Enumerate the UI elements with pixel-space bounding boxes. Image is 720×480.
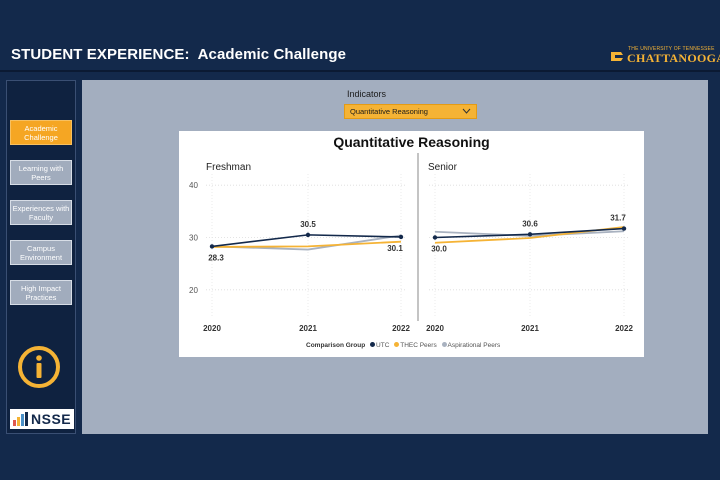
point-utc-freshman xyxy=(398,234,404,240)
chart-card: Quantitative Reasoning 20 30 40 Freshman 28.… xyxy=(179,131,644,357)
legend-aspirational-label: Aspirational Peers xyxy=(447,342,501,349)
main-panel: Indicators Quantitative Reasoning Quanti… xyxy=(82,80,708,434)
series-line-thec-peers-freshman xyxy=(211,240,402,248)
point-utc-freshman xyxy=(209,244,215,249)
header-bar: STUDENT EXPERIENCE: Academic Challenge T… xyxy=(0,36,720,72)
sidebar-item-campus-environment[interactable]: Campus Environment xyxy=(10,240,72,265)
data-label: 30.0 xyxy=(431,245,447,254)
x-tick-label: 2020 xyxy=(426,324,444,333)
nsse-logo: NSSE xyxy=(10,409,74,429)
series-line-utc-freshman xyxy=(211,234,402,248)
utc-logo: THE UNIVERSITY OF TENNESSEE CHATTANOOGA xyxy=(610,46,720,68)
header-divider xyxy=(0,70,720,72)
x-tick-label: 2022 xyxy=(392,324,410,333)
legend-utc-label: UTC xyxy=(376,342,390,349)
sidebar-item-high-impact-practices[interactable]: High Impact Practices xyxy=(10,280,72,305)
x-tick-label: 2021 xyxy=(521,324,539,333)
y-tick-label: 20 xyxy=(189,286,198,295)
chart-legend: Comparison Group UTC THEC Peers Aspirati… xyxy=(306,342,500,349)
indicators-label: Indicators xyxy=(347,89,387,99)
y-tick-label: 40 xyxy=(189,181,198,190)
panel-title-freshman: Freshman xyxy=(206,162,251,173)
indicators-selected-value: Quantitative Reasoning xyxy=(350,107,428,116)
panel-title-senior: Senior xyxy=(428,162,458,173)
data-label: 31.7 xyxy=(610,214,626,223)
logo-top-text: THE UNIVERSITY OF TENNESSEE xyxy=(628,46,715,52)
data-label: 28.3 xyxy=(208,253,224,262)
sidebar-item-academic-challenge[interactable]: Academic Challenge xyxy=(10,120,72,145)
nsse-logo-text: NSSE xyxy=(31,411,72,427)
legend-thec-marker xyxy=(394,342,400,347)
chevron-down-icon xyxy=(462,108,471,114)
x-tick-label: 2022 xyxy=(615,324,633,333)
data-label: 30.5 xyxy=(300,220,316,229)
legend-aspirational-marker xyxy=(441,342,447,347)
point-utc-freshman xyxy=(305,232,311,238)
indicators-dropdown[interactable]: Quantitative Reasoning xyxy=(344,104,477,119)
x-tick-label: 2021 xyxy=(299,324,317,333)
sidebar-nav: Academic Challenge Learning with Peers E… xyxy=(6,80,76,434)
line-chart: 20 30 40 Freshman 28.3 30.5 30.1 2020 2021 2022 Se… xyxy=(189,153,633,333)
legend-thec-label: THEC Peers xyxy=(400,342,437,349)
utc-c-mark-icon xyxy=(611,52,623,61)
y-tick-label: 30 xyxy=(189,234,198,243)
nsse-bars-icon xyxy=(13,412,28,426)
point-utc-senior xyxy=(432,235,438,240)
page-title: STUDENT EXPERIENCE: Academic Challenge xyxy=(11,46,347,63)
point-utc-senior xyxy=(621,226,627,231)
legend-utc-marker xyxy=(370,342,376,347)
data-label: 30.6 xyxy=(522,219,538,228)
legend-title: Comparison Group xyxy=(306,342,366,349)
info-icon[interactable] xyxy=(17,345,61,389)
data-label: 30.1 xyxy=(387,244,403,253)
logo-main-text: CHATTANOOGA xyxy=(627,51,720,65)
sidebar-item-learning-with-peers[interactable]: Learning with Peers xyxy=(10,160,72,185)
chart-title: Quantitative Reasoning xyxy=(333,134,490,150)
point-utc-senior xyxy=(527,232,533,237)
sidebar-item-experiences-with-faculty[interactable]: Experiences with Faculty xyxy=(10,200,72,225)
x-tick-label: 2020 xyxy=(203,324,221,333)
